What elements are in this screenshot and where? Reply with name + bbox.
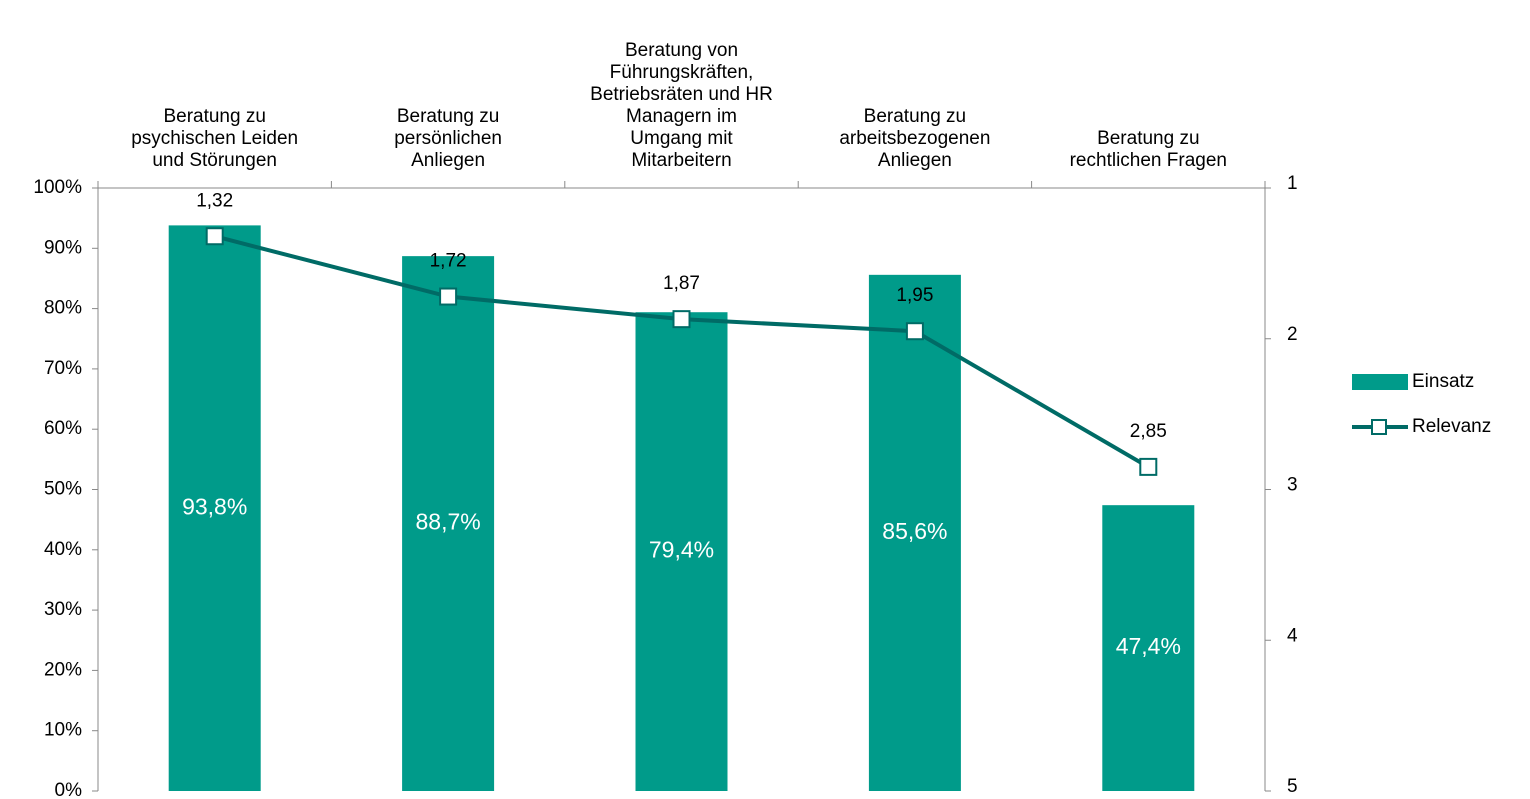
bar [168, 225, 261, 792]
y2-tick-label: 5 [1287, 776, 1298, 797]
y2-tick-label: 4 [1287, 625, 1298, 646]
line-marker [1139, 457, 1158, 476]
y-tick-label: 10% [44, 720, 82, 741]
bar [868, 274, 961, 791]
y-tick-label: 40% [44, 539, 82, 560]
legend-label: Einsatz [1412, 371, 1474, 392]
legend-swatch [1352, 374, 1408, 390]
line-marker [439, 287, 458, 306]
y-tick-label: 90% [44, 237, 82, 258]
y-tick-label: 30% [44, 599, 82, 620]
x-tick-label: Beratung zu persönlichen Anliegen [394, 106, 502, 171]
y2-tick-label: 1 [1287, 173, 1298, 194]
bar [635, 312, 728, 791]
x-tick-label: Beratung zu arbeitsbezogenen Anliegen [839, 106, 991, 171]
line-value-label: 1,87 [663, 273, 700, 294]
line-value-label: 1,95 [896, 285, 933, 306]
legend-swatch-marker [1371, 419, 1387, 435]
y-tick-label: 0% [55, 780, 83, 799]
legend-label: Relevanz [1412, 416, 1491, 437]
line-value-label: 1,72 [430, 251, 467, 272]
x-tick-label: Beratung von Führungskräften, Betriebsrä… [590, 40, 773, 171]
x-tick-label: Beratung zu psychischen Leiden und Störu… [131, 106, 299, 171]
y-tick-label: 50% [44, 479, 82, 500]
line-marker [905, 322, 924, 341]
bar [1102, 505, 1195, 791]
y2-tick-label: 2 [1287, 324, 1298, 345]
y-tick-label: 70% [44, 358, 82, 379]
line-marker [205, 227, 224, 246]
x-tick-label: Beratung zu rechtlichen Fragen [1069, 128, 1227, 171]
bar-value-label: 88,7% [415, 509, 480, 535]
line-marker [672, 310, 691, 329]
y-tick-label: 100% [33, 177, 82, 198]
y-tick-label: 20% [44, 659, 82, 680]
y-tick-label: 60% [44, 418, 82, 439]
line-value-label: 1,32 [196, 190, 233, 211]
bar [402, 256, 495, 791]
y2-tick-label: 3 [1287, 475, 1298, 496]
line-value-label: 2,85 [1130, 421, 1167, 442]
bar-value-label: 79,4% [649, 537, 714, 563]
bar-value-label: 93,8% [182, 493, 247, 519]
bar-value-label: 85,6% [882, 518, 947, 544]
y-tick-label: 80% [44, 298, 82, 319]
bar-value-label: 47,4% [1116, 633, 1181, 659]
